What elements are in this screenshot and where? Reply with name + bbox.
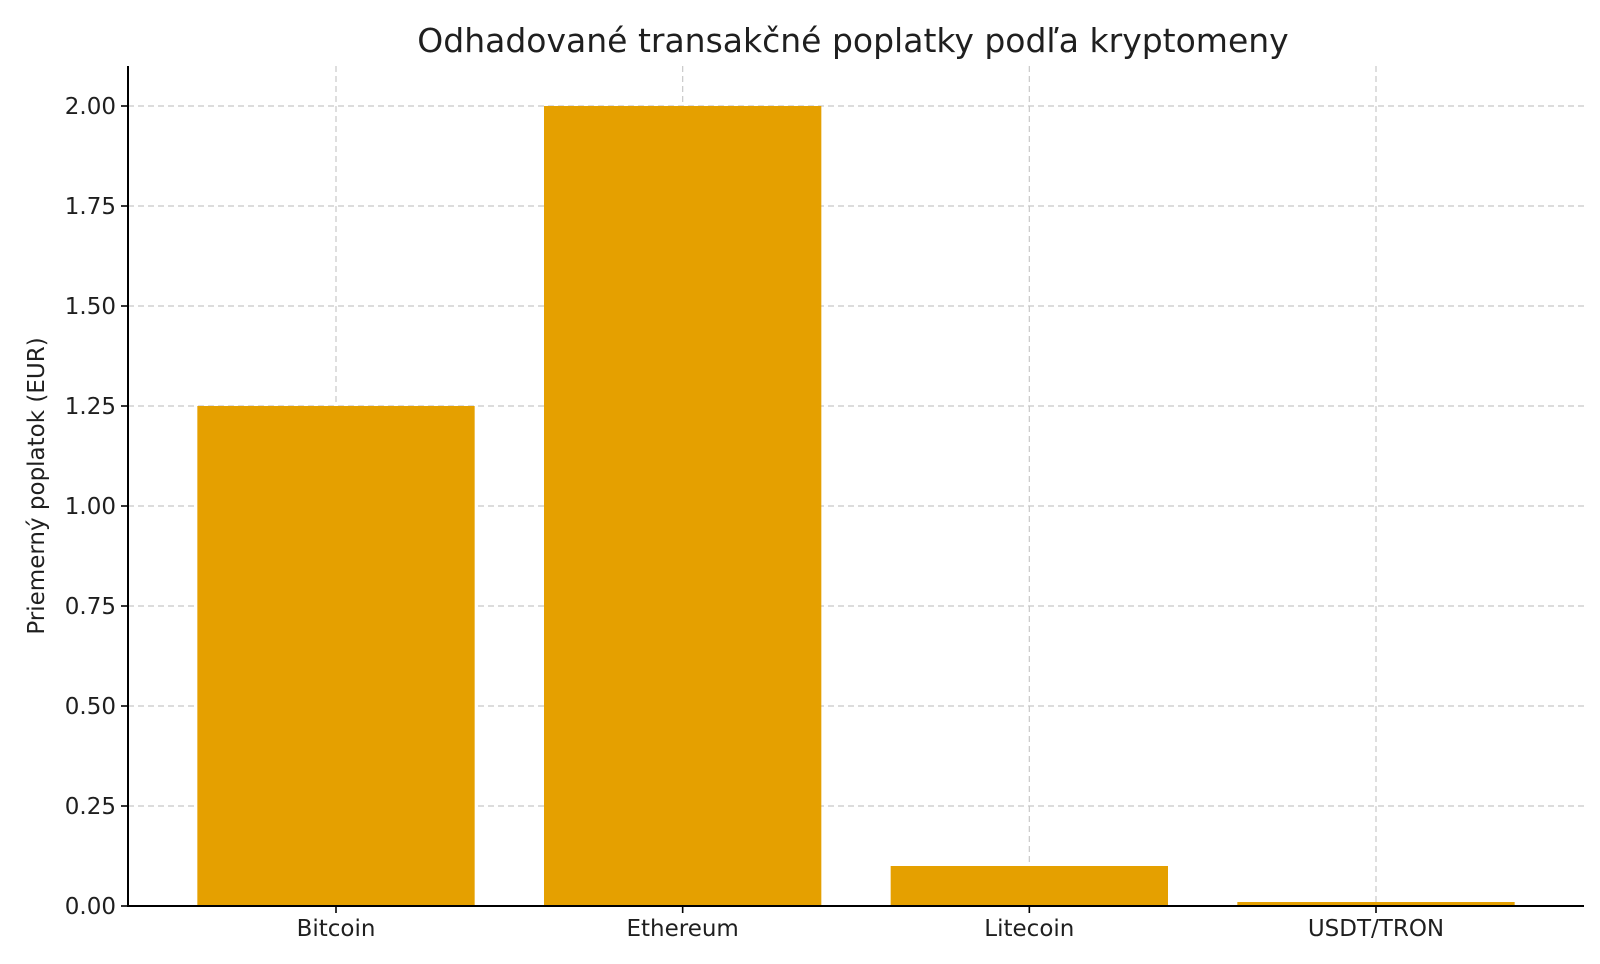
y-tick-label: 0.00 — [65, 894, 116, 920]
x-tick-label: USDT/TRON — [1308, 916, 1444, 942]
bar-litecoin — [890, 866, 1168, 906]
y-axis-label: Priemerný poplatok (EUR) — [24, 337, 50, 634]
bars — [197, 106, 1515, 906]
bar-bitcoin — [197, 406, 475, 906]
y-tick-label: 2.00 — [65, 94, 116, 120]
y-tick-label: 0.75 — [65, 594, 116, 620]
bar-usdt-tron — [1237, 902, 1515, 906]
y-tick-label: 1.25 — [65, 394, 116, 420]
bar-ethereum — [544, 106, 822, 906]
y-axis-ticks: 0.00 0.25 0.50 0.75 1.00 1.25 1.50 1.75 2.00 — [65, 94, 128, 920]
y-tick-label: 1.00 — [65, 494, 116, 520]
chart-title: Odhadované transakčné poplatky podľa kry… — [417, 21, 1288, 60]
x-tick-label: Litecoin — [984, 916, 1074, 942]
y-tick-label: 1.50 — [65, 294, 116, 320]
y-tick-label: 0.50 — [65, 694, 116, 720]
y-tick-label: 0.25 — [65, 794, 116, 820]
y-tick-label: 1.75 — [65, 194, 116, 220]
x-tick-label: Bitcoin — [297, 916, 376, 942]
x-axis-ticks: Bitcoin Ethereum Litecoin USDT/TRON — [297, 906, 1444, 942]
x-tick-label: Ethereum — [626, 916, 738, 942]
